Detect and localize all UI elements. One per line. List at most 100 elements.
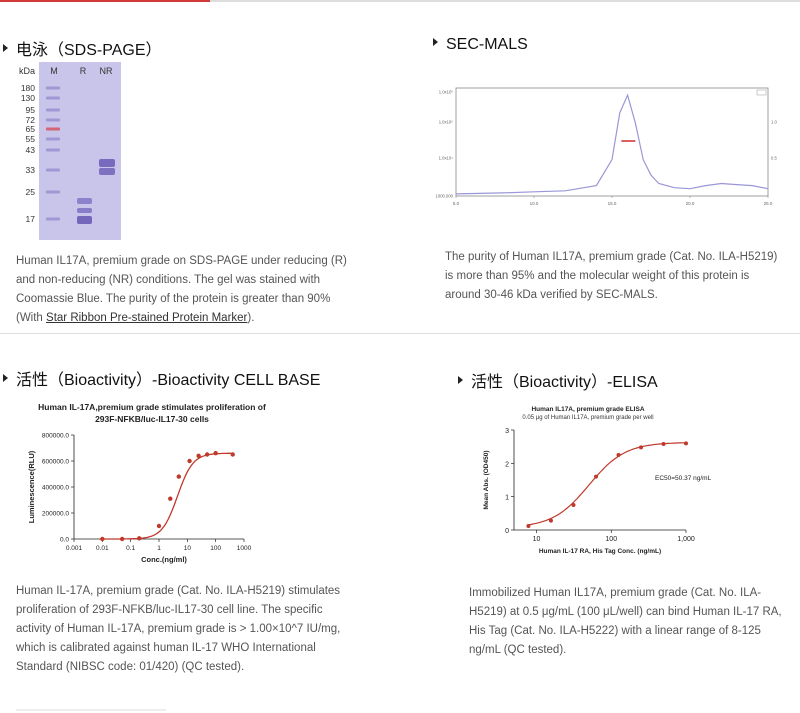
cell-chart-data-point <box>196 453 201 458</box>
gel-band-r-lower <box>77 216 92 224</box>
gel-marker-label: 65 <box>26 124 36 134</box>
cell-chart-data-point <box>119 536 125 542</box>
sec-mals-x-tick-label: 5.0 <box>453 201 460 206</box>
gel-marker-label: 43 <box>26 145 36 155</box>
gel-marker-label: 95 <box>26 105 36 115</box>
cell-chart-data-point <box>168 496 173 501</box>
gel-lane-label-r: R <box>80 66 87 76</box>
star-ribbon-marker-link[interactable]: Star Ribbon Pre-stained Protein Marker <box>46 312 248 324</box>
cell-chart-title-line1: Human IL-17A,premium grade stimulates pr… <box>38 402 266 412</box>
gel-lane-label-nr: NR <box>100 66 113 76</box>
cell-base-description: Human IL-17A, premium grade (Cat. No. IL… <box>16 585 341 673</box>
cell-chart-data-point <box>187 458 192 464</box>
gel-marker-band <box>46 108 60 112</box>
heading-cell-base-text: 活性（Bioactivity）-Bioactivity CELL BASE <box>16 372 321 389</box>
gel-marker-band <box>46 148 60 152</box>
gel-marker-band <box>46 190 60 194</box>
cell-chart-data-point <box>204 452 210 457</box>
gel-marker-band <box>46 127 60 131</box>
elisa-description: Immobilized Human IL17A, premium grade (… <box>469 587 782 656</box>
gel-band-r-middle <box>77 208 92 213</box>
bullet-arrow-icon <box>3 374 8 382</box>
gel-lane-label-kda: kDa <box>19 66 35 76</box>
gel-marker-band <box>46 86 60 90</box>
cell-chart-title-line2: 293F-NFKB/luc-IL17-30 cells <box>95 414 209 424</box>
sec-mals-description: The purity of Human IL17A, premium grade… <box>445 251 778 301</box>
cell-chart-x-tick-label: 10 <box>184 545 192 552</box>
elisa-chart-fit-curve <box>528 442 687 526</box>
elisa-chart-data-point <box>638 445 643 450</box>
gel-marker-label: 25 <box>26 187 36 197</box>
elisa-chart-x-tick-label: 1,000 <box>677 536 695 543</box>
elisa-chart-y-tick-label: 1 <box>505 495 509 502</box>
heading-sds-page-text: 电泳（SDS-PAGE） <box>16 42 162 59</box>
top-divider <box>0 0 800 2</box>
gel-marker-band <box>46 217 60 221</box>
cell-chart-y-tick-label: 800000.0 <box>42 433 69 440</box>
cell-chart-data-point <box>136 536 142 541</box>
elisa-chart-y-tick-label: 3 <box>505 428 509 435</box>
elisa-chart-y-tick-label: 2 <box>505 461 509 468</box>
gel-band-r-upper <box>77 198 92 204</box>
gel-marker-band <box>46 137 60 141</box>
heading-cell-base: 活性（Bioactivity）-Bioactivity CELL BASE <box>3 366 320 390</box>
bullet-arrow-icon <box>458 376 463 384</box>
bullet-arrow-icon <box>3 44 8 52</box>
sec-mals-y-tick-label: 1000.000 <box>436 194 454 199</box>
heading-elisa-text: 活性（Bioactivity）-ELISA <box>471 374 658 391</box>
sec-mals-plot-frame <box>455 87 769 197</box>
gel-marker-band <box>46 168 60 172</box>
heading-sec-mals-text: SEC-MALS <box>446 36 528 53</box>
elisa-chart-x-tick-label: 10 <box>533 536 541 543</box>
top-divider-accent <box>0 0 210 2</box>
heading-sec-mals: SEC-MALS <box>433 36 528 54</box>
elisa-chart: Human IL17A, premium grade ELISA 0.05 μg … <box>483 406 712 555</box>
cell-chart-data-point <box>176 474 182 479</box>
cell-bioactivity-chart: Human IL-17A,premium grade stimulates pr… <box>27 402 266 564</box>
cell-chart-x-tick-label: 0.1 <box>126 545 135 552</box>
cell-chart-x-tick-label: 0.01 <box>96 545 109 552</box>
elisa-chart-y-tick-label: 0 <box>505 528 509 535</box>
cell-chart-x-label: Conc.(ng/ml) <box>141 555 187 564</box>
gel-marker-label: 180 <box>21 83 35 93</box>
heading-sds-page: 电泳（SDS-PAGE） <box>3 36 162 60</box>
elisa-chart-data-point <box>571 503 576 507</box>
sds-desc-text-end: ). <box>247 312 255 324</box>
sds-page-description: Human IL17A, premium grade on SDS-PAGE u… <box>16 252 356 328</box>
elisa-chart-data-point <box>593 474 598 479</box>
gel-marker-label: 33 <box>26 165 36 175</box>
elisa-chart-data-point <box>661 442 666 446</box>
elisa-chart-y-label: Mean Abs. (OD450) <box>483 451 490 510</box>
heading-elisa: 活性（Bioactivity）-ELISA <box>458 368 658 392</box>
gel-band-nr-lower <box>99 168 115 175</box>
sec-mals-right-tick-label: 0.5 <box>771 156 777 161</box>
gel-band-nr-upper <box>99 159 115 167</box>
sec-mals-x-tick-label: 15.0 <box>608 201 617 206</box>
sec-mals-x-tick-label: 25.0 <box>764 201 773 206</box>
sec-mals-legend-box <box>756 89 767 96</box>
gel-marker-label: 17 <box>26 214 36 224</box>
cell-chart-data-point <box>230 452 235 457</box>
cell-chart-y-tick-label: 0.0 <box>60 537 69 544</box>
sec-mals-y-tick-label: 1.0x10⁴ <box>439 156 454 161</box>
cell-chart-data-point <box>213 451 218 456</box>
elisa-chart-data-point <box>684 441 688 446</box>
cell-chart-data-point <box>156 523 162 529</box>
cell-chart-x-tick-label: 0.001 <box>66 545 83 552</box>
gel-marker-label: 72 <box>26 115 36 125</box>
elisa-chart-subtitle: 0.05 μg of Human IL17A, premium grade pe… <box>522 415 653 421</box>
sec-mals-trace-line <box>455 93 769 195</box>
cell-chart-x-tick-label: 1 <box>157 545 161 552</box>
gel-marker-label: 55 <box>26 134 36 144</box>
cell-chart-data-point <box>100 536 105 542</box>
cell-chart-x-tick-label: 1000 <box>237 545 252 552</box>
sec-mals-x-tick-label: 20.0 <box>686 201 695 206</box>
elisa-chart-x-tick-label: 100 <box>605 536 617 543</box>
cell-chart-fit-curve <box>99 452 233 540</box>
cell-chart-y-tick-label: 600000.0 <box>42 459 69 466</box>
elisa-chart-data-point <box>548 518 553 523</box>
cell-chart-y-tick-label: 200000.0 <box>42 511 69 518</box>
sds-desc-text: Human IL17A, premium grade on SDS-PAGE u… <box>16 255 347 324</box>
gel-lane-label-m: M <box>50 66 58 76</box>
